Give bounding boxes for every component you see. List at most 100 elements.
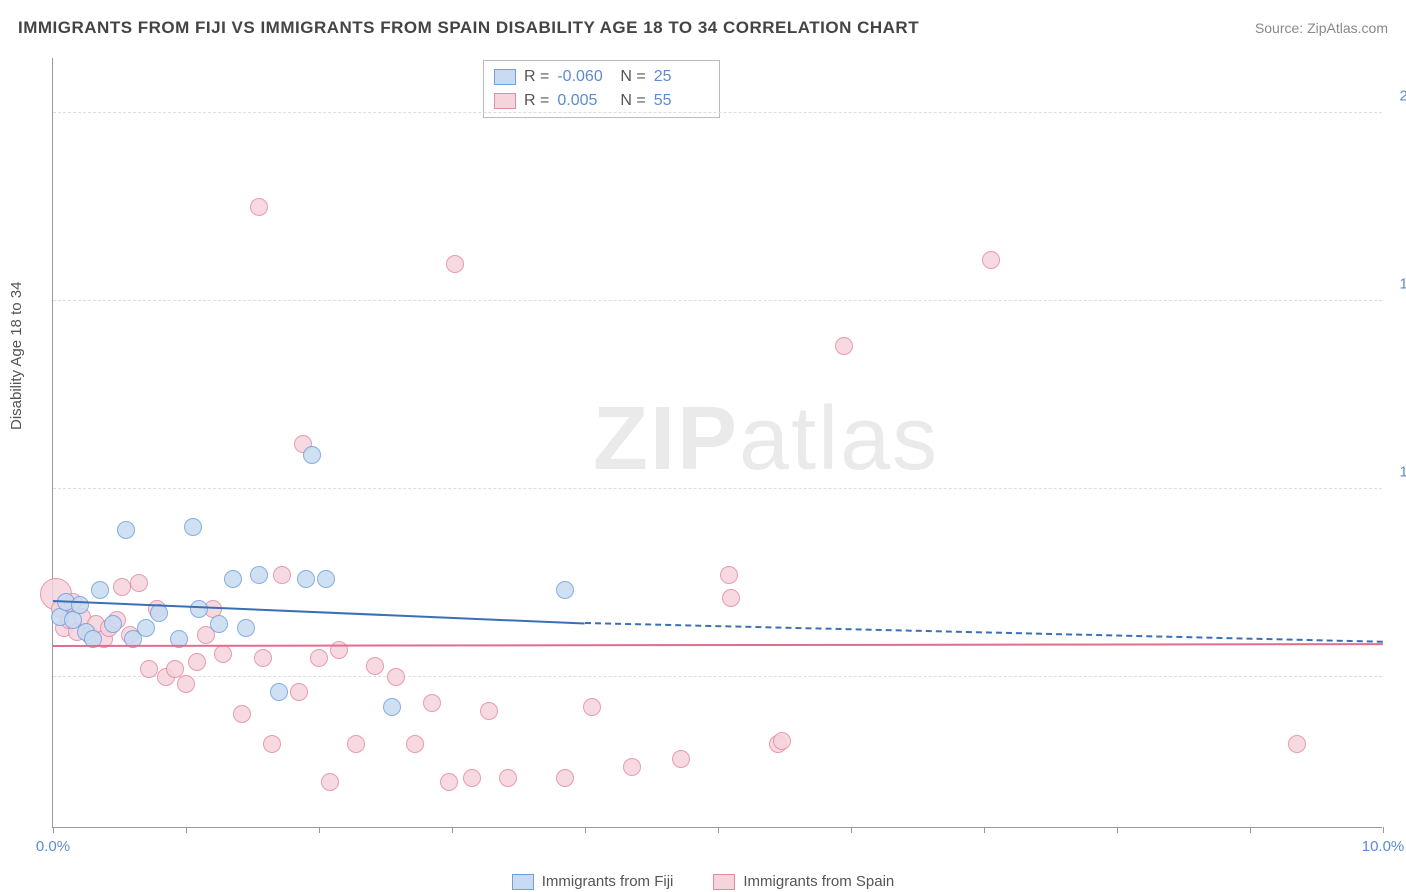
data-point: [250, 198, 268, 216]
data-point: [463, 769, 481, 787]
data-point: [184, 518, 202, 536]
data-point: [297, 570, 315, 588]
stat-r-spain: 0.005: [557, 89, 612, 113]
data-point: [720, 566, 738, 584]
data-point: [773, 732, 791, 750]
gridline: [53, 488, 1382, 489]
gridline: [53, 112, 1382, 113]
data-point: [623, 758, 641, 776]
data-point: [499, 769, 517, 787]
stat-n-label: N =: [620, 89, 645, 113]
x-tick: [1383, 827, 1384, 833]
data-point: [446, 255, 464, 273]
data-point: [480, 702, 498, 720]
data-point: [224, 570, 242, 588]
chart-title: IMMIGRANTS FROM FIJI VS IMMIGRANTS FROM …: [18, 18, 919, 38]
data-point: [835, 337, 853, 355]
data-point: [722, 589, 740, 607]
data-point: [130, 574, 148, 592]
gridline: [53, 300, 1382, 301]
data-point: [177, 675, 195, 693]
x-tick: [319, 827, 320, 833]
plot-area: ZIPatlas R = -0.060 N = 25 R = 0.005 N =…: [52, 58, 1382, 828]
trend-line: [585, 622, 1383, 643]
data-point: [303, 446, 321, 464]
x-tick: [851, 827, 852, 833]
data-point: [310, 649, 328, 667]
data-point: [347, 735, 365, 753]
y-tick-label: 10.0%: [1387, 463, 1406, 480]
watermark-atlas: atlas: [739, 389, 939, 489]
x-tick: [1250, 827, 1251, 833]
data-point: [556, 769, 574, 787]
data-point: [237, 619, 255, 637]
data-point: [1288, 735, 1306, 753]
legend-item-fiji: Immigrants from Fiji: [512, 873, 674, 890]
y-tick-label: 5.0%: [1387, 651, 1406, 668]
stats-row-fiji: R = -0.060 N = 25: [494, 65, 709, 89]
gridline: [53, 676, 1382, 677]
swatch-spain: [713, 874, 735, 890]
data-point: [366, 657, 384, 675]
x-tick: [718, 827, 719, 833]
stat-n-fiji: 25: [654, 65, 709, 89]
data-point: [210, 615, 228, 633]
stat-r-fiji: -0.060: [557, 65, 612, 89]
legend-label-spain: Immigrants from Spain: [743, 873, 894, 890]
data-point: [440, 773, 458, 791]
stat-r-label: R =: [524, 89, 549, 113]
data-point: [273, 566, 291, 584]
data-point: [270, 683, 288, 701]
data-point: [190, 600, 208, 618]
y-axis-label: Disability Age 18 to 34: [8, 282, 25, 430]
data-point: [250, 566, 268, 584]
x-tick-label: 0.0%: [36, 838, 70, 855]
trend-line: [53, 643, 1383, 647]
swatch-spain: [494, 93, 516, 109]
chart-header: IMMIGRANTS FROM FIJI VS IMMIGRANTS FROM …: [18, 18, 1388, 38]
data-point: [91, 581, 109, 599]
data-point: [317, 570, 335, 588]
x-tick: [1117, 827, 1118, 833]
data-point: [383, 698, 401, 716]
data-point: [254, 649, 272, 667]
data-point: [113, 578, 131, 596]
legend-item-spain: Immigrants from Spain: [713, 873, 894, 890]
chart-source: Source: ZipAtlas.com: [1255, 20, 1388, 36]
stat-n-spain: 55: [654, 89, 709, 113]
data-point: [321, 773, 339, 791]
y-tick-label: 20.0%: [1387, 88, 1406, 105]
data-point: [188, 653, 206, 671]
x-tick: [186, 827, 187, 833]
data-point: [104, 615, 122, 633]
data-point: [233, 705, 251, 723]
stats-legend-box: R = -0.060 N = 25 R = 0.005 N = 55: [483, 60, 720, 118]
swatch-fiji: [512, 874, 534, 890]
data-point: [387, 668, 405, 686]
data-point: [982, 251, 1000, 269]
data-point: [672, 750, 690, 768]
stat-n-label: N =: [620, 65, 645, 89]
watermark: ZIPatlas: [593, 388, 939, 491]
data-point: [583, 698, 601, 716]
stat-r-label: R =: [524, 65, 549, 89]
data-point: [406, 735, 424, 753]
legend-label-fiji: Immigrants from Fiji: [542, 873, 674, 890]
data-point: [423, 694, 441, 712]
y-tick-label: 15.0%: [1387, 276, 1406, 293]
x-tick: [452, 827, 453, 833]
x-tick: [53, 827, 54, 833]
data-point: [290, 683, 308, 701]
data-point: [71, 596, 89, 614]
watermark-zip: ZIP: [593, 389, 739, 489]
x-tick-label: 10.0%: [1362, 838, 1405, 855]
x-tick: [585, 827, 586, 833]
legend-bottom: Immigrants from Fiji Immigrants from Spa…: [0, 873, 1406, 890]
data-point: [117, 521, 135, 539]
stats-row-spain: R = 0.005 N = 55: [494, 89, 709, 113]
data-point: [214, 645, 232, 663]
swatch-fiji: [494, 69, 516, 85]
x-tick: [984, 827, 985, 833]
data-point: [263, 735, 281, 753]
data-point: [140, 660, 158, 678]
